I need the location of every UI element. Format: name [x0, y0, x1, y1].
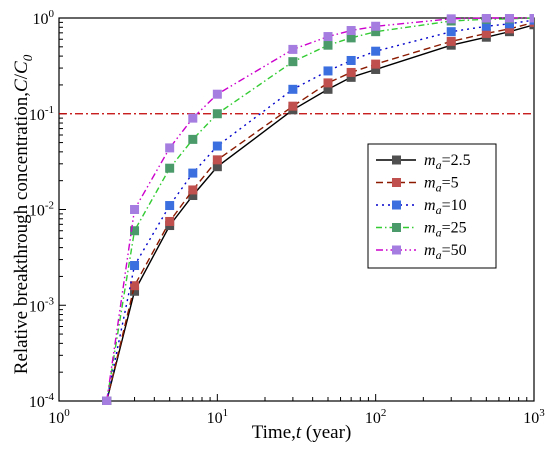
data-point	[130, 286, 140, 296]
data-point	[481, 14, 491, 23]
data-point	[446, 27, 456, 37]
series-4	[102, 14, 534, 405]
data-point	[371, 21, 381, 31]
legend-label: ma=2.5	[424, 152, 471, 172]
data-point	[371, 59, 381, 69]
series-2	[102, 15, 534, 405]
data-point	[130, 205, 140, 214]
data-point	[212, 162, 222, 172]
data-point	[371, 27, 381, 37]
data-point	[504, 14, 514, 23]
data-point	[529, 14, 534, 23]
y-tick-label: 10-2	[29, 200, 54, 220]
data-point	[481, 28, 491, 38]
legend-label: ma=25	[424, 220, 467, 240]
y-tick-label: 10-3	[29, 295, 55, 315]
data-point	[188, 134, 198, 144]
data-point	[212, 109, 222, 119]
x-axis: 100 101 102 103	[48, 394, 545, 427]
legend-label: ma=50	[424, 242, 467, 262]
data-point	[212, 89, 222, 99]
y-axis: 10-4 10-3 10-2 10-1 100	[29, 8, 66, 411]
legend-marker	[392, 178, 401, 187]
x-tick-label: 103	[523, 407, 545, 427]
x-tick-label: 100	[48, 407, 70, 427]
data-point	[323, 32, 333, 42]
data-point	[323, 40, 333, 50]
data-point	[288, 101, 298, 111]
x-axis-title: Time,t (year)	[252, 422, 352, 443]
data-point	[165, 163, 175, 173]
data-point	[504, 24, 514, 34]
data-point	[481, 21, 491, 31]
legend-marker	[392, 155, 401, 165]
data-point	[102, 396, 112, 405]
data-point	[504, 19, 514, 29]
data-point	[346, 33, 356, 43]
legend-marker	[392, 200, 401, 210]
data-point	[346, 72, 356, 82]
data-point	[323, 78, 333, 88]
data-point	[130, 281, 140, 291]
data-point	[212, 141, 222, 151]
data-point	[165, 216, 175, 226]
data-point	[446, 14, 456, 24]
data-point	[323, 66, 333, 76]
data-point	[130, 226, 140, 236]
legend-label: ma=10	[424, 197, 467, 217]
y-axis-title: Relative breakthrough concentration,C/C0	[11, 54, 35, 374]
legend-marker	[392, 223, 401, 232]
data-point	[288, 84, 298, 94]
data-point	[188, 113, 198, 123]
legend-box	[367, 143, 497, 269]
series-1	[102, 17, 534, 405]
series-group	[102, 14, 534, 405]
y-tick-label: 100	[33, 8, 55, 28]
data-point	[165, 201, 175, 211]
legend-label: ma=5	[424, 175, 459, 195]
data-point	[212, 155, 222, 165]
data-point	[188, 191, 198, 201]
data-point	[188, 185, 198, 195]
x-tick-label: 101	[207, 407, 229, 427]
y-tick-label: 10-1	[29, 104, 54, 124]
data-point	[323, 84, 333, 94]
data-point	[371, 64, 381, 74]
data-point	[346, 55, 356, 65]
data-point	[288, 44, 298, 54]
data-point	[446, 36, 456, 46]
data-point	[346, 26, 356, 36]
data-point	[288, 57, 298, 67]
legend-marker	[392, 245, 401, 255]
data-point	[130, 261, 140, 271]
data-point	[346, 67, 356, 77]
y-tick-label: 10-4	[29, 391, 55, 411]
data-point	[371, 46, 381, 56]
data-point	[165, 143, 175, 153]
data-point	[188, 168, 198, 178]
x-tick-label: 102	[365, 407, 387, 427]
